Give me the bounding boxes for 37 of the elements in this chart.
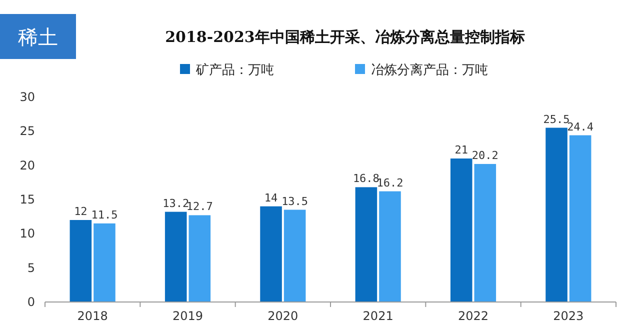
- legend-label: 冶炼分离产品：万吨: [371, 62, 488, 78]
- x-tick-label: 2020: [268, 309, 298, 323]
- x-tick-label: 2021: [362, 309, 394, 323]
- bar: [450, 158, 472, 302]
- y-tick-label: 15: [20, 192, 35, 206]
- bar: [569, 135, 592, 302]
- data-label: 13.5: [282, 194, 308, 208]
- bar: [94, 223, 116, 302]
- bar: [70, 220, 92, 302]
- y-tick-label: 30: [20, 90, 35, 104]
- data-label: 20.2: [472, 148, 498, 162]
- y-tick-label: 5: [27, 260, 35, 275]
- x-tick-label: 2022: [458, 309, 489, 323]
- text: 稀土: [18, 25, 58, 49]
- x-tick-label: 2018: [77, 309, 108, 323]
- bar: [379, 191, 401, 302]
- data-label: 14: [264, 191, 278, 204]
- data-label: 12: [74, 205, 88, 218]
- bar: [260, 206, 282, 302]
- bar: [188, 215, 211, 302]
- y-tick-label: 10: [20, 226, 35, 241]
- bar: [474, 164, 496, 302]
- y-tick-label: 0: [27, 295, 35, 309]
- y-tick-label: 25: [20, 124, 35, 138]
- bar: [164, 212, 187, 302]
- data-label: 25.5: [543, 112, 570, 126]
- bar: [355, 187, 378, 302]
- data-label: 11.5: [91, 208, 118, 222]
- data-label: 16.8: [352, 172, 380, 186]
- chart-title: 2018-2023年中国稀土开采、冶炼分离总量控制指标: [165, 28, 525, 46]
- x-tick-label: 2019: [172, 309, 204, 323]
- bar: [284, 210, 306, 302]
- bar: [546, 128, 568, 302]
- y-tick-label: 20: [20, 158, 35, 172]
- x-tick-label: 2023: [553, 309, 584, 323]
- data-label: 21: [454, 144, 468, 156]
- legend-label: 矿产品：万吨: [195, 63, 274, 78]
